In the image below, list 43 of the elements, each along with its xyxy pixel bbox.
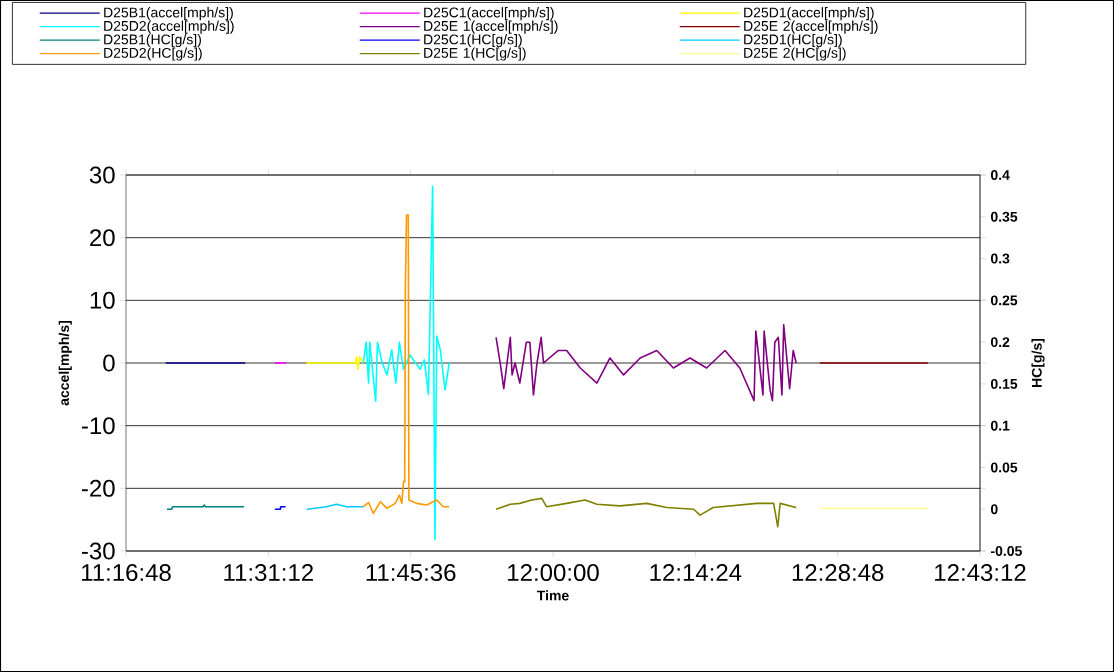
x-tick-label: 11:16:48 [82, 564, 171, 582]
y2-tick-label: 0.05 [990, 462, 1018, 473]
y2-axis-title: HC[g/s] [1031, 338, 1045, 387]
y-tick-label: 0 [103, 354, 115, 372]
y-tick-label: 20 [90, 229, 115, 247]
y2-tick-label: 0.4 [990, 170, 1010, 180]
line-series [362, 214, 451, 515]
x-tick-label: 12:14:24 [650, 564, 742, 581]
y2-tick-label: 0 [990, 504, 998, 515]
line-series [362, 185, 451, 541]
legend-label: D25C1(HC[g/s]) [424, 34, 522, 48]
y2-tick-label: 0.25 [990, 295, 1018, 306]
y2-tick-label: 0.35 [990, 211, 1018, 222]
line-series [495, 323, 797, 402]
legend-label: D25E 1(HC[g/s]) [424, 47, 526, 61]
legend-label: D25B1(HC[g/s]) [104, 34, 201, 48]
y2-tick-label: 0.2 [990, 337, 1010, 348]
y-axis-title: accel[mph/s] [58, 321, 72, 406]
x-tick-label: 12:28:48 [792, 564, 884, 582]
legend-label: D25D1(HC[g/s]) [744, 34, 842, 48]
legend-label: D25E 2(accel[mph/s]) [744, 20, 878, 34]
x-tick-label: 12:00:00 [508, 564, 599, 582]
y2-tick-label: 0.3 [990, 253, 1010, 264]
y2-tick-label: 0.1 [990, 420, 1010, 431]
y-tick-label: -30 [81, 542, 115, 560]
x-tick-label: 11:45:36 [366, 564, 456, 582]
y-tick-label: -20 [81, 479, 115, 497]
x-axis-title: Time [536, 590, 569, 601]
x-tick-label: 12:43:12 [935, 564, 1026, 582]
line-series [495, 497, 797, 528]
x-tick-label: 11:31:12 [224, 564, 313, 582]
legend-label: D25B1(accel[mph/s]) [104, 7, 233, 21]
legend-label: D25E 2(HC[g/s]) [744, 47, 846, 61]
y-tick-label: 10 [90, 291, 115, 309]
legend-label: D25D2(HC[g/s]) [104, 47, 202, 61]
legend-label: D25C1(accel[mph/s]) [424, 7, 554, 21]
y2-tick-label: 0.15 [990, 378, 1018, 389]
legend-label: D25D2(accel[mph/s]) [104, 20, 234, 34]
legend-label: D25E 1(accel[mph/s]) [424, 20, 558, 34]
y-tick-label: -10 [81, 417, 115, 435]
y2-tick-label: -0.05 [990, 546, 1022, 556]
legend-label: D25D1(accel[mph/s]) [744, 7, 874, 21]
y-tick-label: 30 [89, 166, 115, 184]
